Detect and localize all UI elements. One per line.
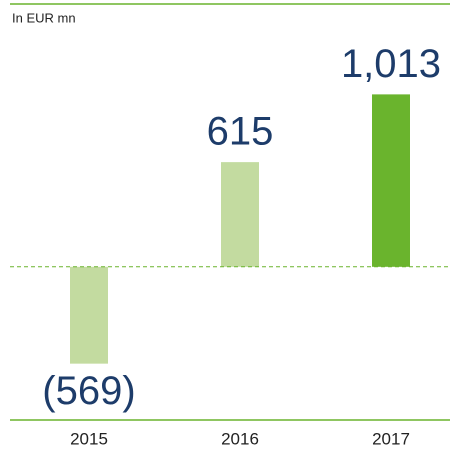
- value-label: (569): [42, 369, 135, 413]
- value-label: 615: [207, 110, 274, 154]
- value-label: 1,013: [341, 42, 441, 86]
- bar: [70, 266, 108, 364]
- x-tick-label: 2016: [221, 429, 259, 448]
- x-tick-label: 2017: [372, 429, 410, 448]
- x-tick-label: 2015: [70, 429, 108, 448]
- bar: [372, 94, 410, 267]
- bar: [221, 162, 259, 267]
- unit-label: In EUR mn: [12, 10, 76, 25]
